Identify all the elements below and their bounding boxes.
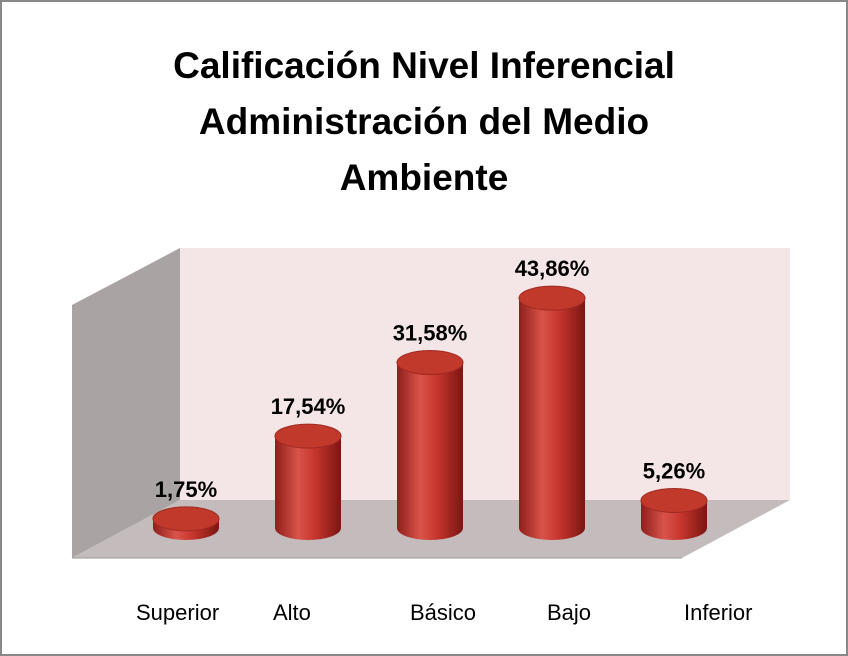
chart-title: Calificación Nivel Inferencial Administr… (173, 45, 675, 198)
x-tick-label: Alto (273, 600, 311, 625)
value-label: 17,54% (271, 394, 346, 419)
bar (275, 436, 341, 540)
value-label: 31,58% (393, 321, 468, 346)
bar-top (274, 423, 342, 449)
value-label: 43,86% (515, 256, 590, 281)
x-tick-label: Superior (136, 600, 219, 625)
bar (397, 362, 463, 540)
value-label: 5,26% (643, 458, 705, 483)
bar-top (518, 285, 586, 311)
bar-top (396, 350, 464, 376)
bar-top (640, 487, 708, 513)
bar-top (152, 506, 220, 532)
bar (641, 500, 707, 540)
x-tick-label: Bajo (547, 600, 591, 625)
x-tick-label: Básico (410, 600, 476, 625)
x-tick-label: Inferior (684, 600, 752, 625)
bar (519, 298, 585, 540)
value-label: 1,75% (155, 477, 217, 502)
bar (153, 518, 219, 540)
side-wall (72, 248, 180, 558)
